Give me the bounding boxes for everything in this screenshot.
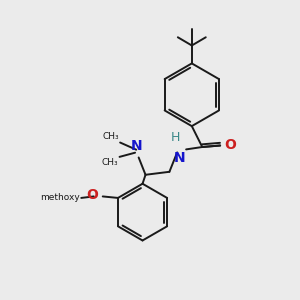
Text: H: H (171, 131, 180, 144)
Text: N: N (131, 139, 143, 153)
Text: N: N (173, 151, 185, 165)
Text: O: O (86, 188, 98, 202)
Text: CH₃: CH₃ (101, 158, 118, 167)
Text: CH₃: CH₃ (102, 132, 119, 141)
Text: methoxy: methoxy (40, 194, 80, 202)
Text: O: O (224, 138, 236, 152)
